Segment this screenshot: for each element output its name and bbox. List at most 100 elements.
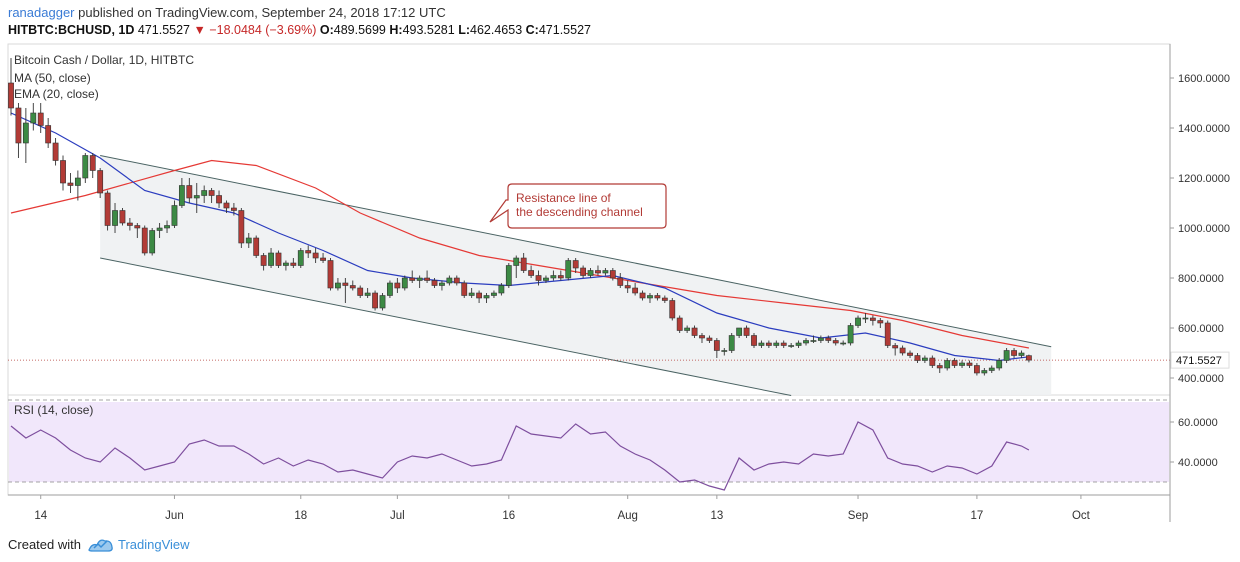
candle-body — [788, 345, 795, 347]
candle — [164, 220, 170, 233]
publish-line: ranadagger published on TradingView.com,… — [8, 5, 446, 20]
candle-body — [439, 282, 445, 286]
candle-body — [899, 347, 906, 354]
candle — [973, 363, 980, 376]
candle-body — [476, 292, 482, 299]
candle-body — [126, 222, 133, 226]
price-tick-label: 1200.0000 — [1178, 173, 1230, 185]
candle-body — [372, 292, 378, 309]
candle-body — [869, 317, 876, 321]
candle-body — [825, 337, 832, 341]
candle — [959, 360, 965, 368]
candle-body — [944, 360, 951, 369]
candle-body — [832, 340, 839, 344]
candle-body — [1003, 350, 1010, 361]
candle — [439, 280, 445, 291]
candle-body — [82, 155, 89, 179]
candle-body — [364, 292, 371, 296]
candle — [275, 250, 282, 268]
candle-body — [862, 317, 869, 320]
candle-body — [409, 277, 416, 281]
rsi-tick-label: 40.0000 — [1178, 457, 1218, 469]
close-label: C: — [525, 23, 539, 37]
chart-canvas[interactable]: 1600.0000 1400.0000 1200.0000 1000.0000 800.… — [0, 0, 1240, 527]
candle-body — [609, 270, 616, 279]
candle-body — [936, 365, 943, 369]
candle — [632, 283, 639, 296]
candle-body — [817, 337, 824, 341]
candle-body — [424, 277, 430, 281]
candle-body — [156, 227, 163, 231]
candle-body — [1011, 350, 1017, 356]
candle — [468, 288, 475, 298]
time-tick-label: 17 — [971, 510, 984, 522]
candle-body — [416, 277, 423, 281]
candle-body — [691, 327, 698, 336]
candle — [661, 295, 668, 303]
candle-body — [654, 295, 661, 299]
candle — [104, 190, 111, 231]
candle-body — [67, 182, 74, 186]
channel-upper-line — [100, 155, 1052, 348]
candle-body — [320, 257, 326, 261]
candle-body — [966, 362, 973, 366]
chart-title: Bitcoin Cash / Dollar, 1D, HITBTC — [14, 53, 194, 67]
time-tick-label: Jul — [390, 510, 405, 522]
candle — [112, 203, 118, 233]
candle-body — [513, 257, 520, 266]
annotation-text: the descending channel — [516, 205, 643, 219]
candle-body — [647, 295, 653, 299]
candle — [624, 280, 631, 293]
candle — [684, 325, 691, 333]
author-link[interactable]: ranadagger — [8, 5, 75, 20]
candle-body — [528, 270, 534, 276]
candle — [8, 58, 14, 116]
candle-body — [15, 107, 22, 144]
time-tick-label: 18 — [294, 510, 307, 522]
candle-body — [973, 365, 980, 374]
candle — [424, 270, 430, 283]
candle-body — [743, 327, 750, 336]
annotation-text: Resistance line of — [516, 191, 611, 205]
candle-body — [45, 125, 52, 144]
ma50-line — [10, 159, 1030, 349]
rsi-tick-label: 60.0000 — [1178, 417, 1218, 429]
candle-body — [231, 207, 237, 211]
candle — [320, 253, 326, 263]
time-tick-label: Jun — [165, 510, 184, 522]
candle-body — [921, 357, 928, 361]
candle — [565, 258, 572, 281]
candle-body — [268, 252, 274, 266]
tradingview-brand-link[interactable]: TradingView — [118, 537, 190, 552]
candle — [201, 185, 208, 203]
candle — [297, 248, 304, 268]
close-value: 471.5527 — [538, 23, 591, 37]
candle — [847, 323, 854, 346]
high-label: H: — [389, 23, 403, 37]
candle — [728, 333, 735, 353]
candle — [535, 270, 542, 286]
candle — [803, 338, 809, 346]
tradingview-logo-icon[interactable] — [88, 535, 114, 553]
high-value: 493.5281 — [402, 23, 455, 37]
candle-body — [1026, 355, 1032, 361]
candle — [810, 335, 817, 343]
candle — [349, 280, 356, 291]
candle — [483, 293, 490, 303]
candle — [855, 315, 861, 328]
candle — [119, 208, 126, 226]
candle — [587, 268, 594, 278]
candle — [654, 293, 661, 301]
publish-info: published on TradingView.com, September … — [78, 5, 446, 20]
candle-body — [632, 287, 639, 294]
candle — [409, 270, 416, 283]
candle — [758, 340, 765, 348]
candle — [669, 298, 676, 321]
candle-body — [52, 142, 59, 161]
candle-body — [401, 277, 408, 289]
candle — [780, 340, 787, 348]
candle — [193, 183, 200, 213]
candle-body — [728, 335, 735, 351]
candle-body — [186, 185, 193, 199]
candle-body — [327, 260, 334, 289]
